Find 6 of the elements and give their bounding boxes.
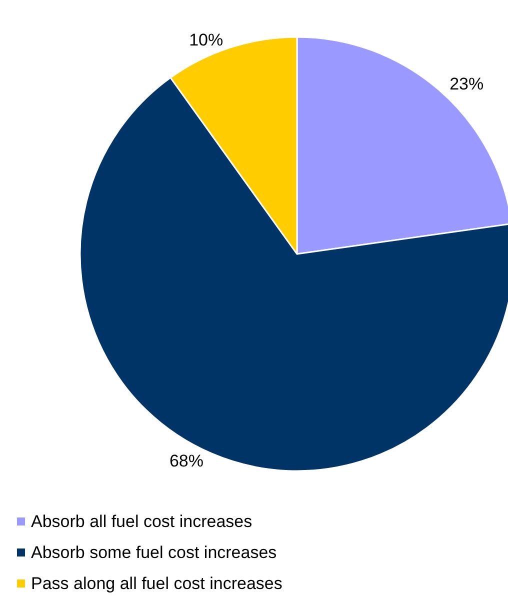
legend-label: Pass along all fuel cost increases [31, 574, 282, 593]
legend-label: Absorb all fuel cost increases [31, 512, 252, 531]
data-label: 23% [450, 74, 484, 94]
legend-label: Absorb some fuel cost increases [31, 543, 277, 562]
data-label: 68% [169, 451, 204, 470]
data-label: 10% [189, 30, 224, 50]
